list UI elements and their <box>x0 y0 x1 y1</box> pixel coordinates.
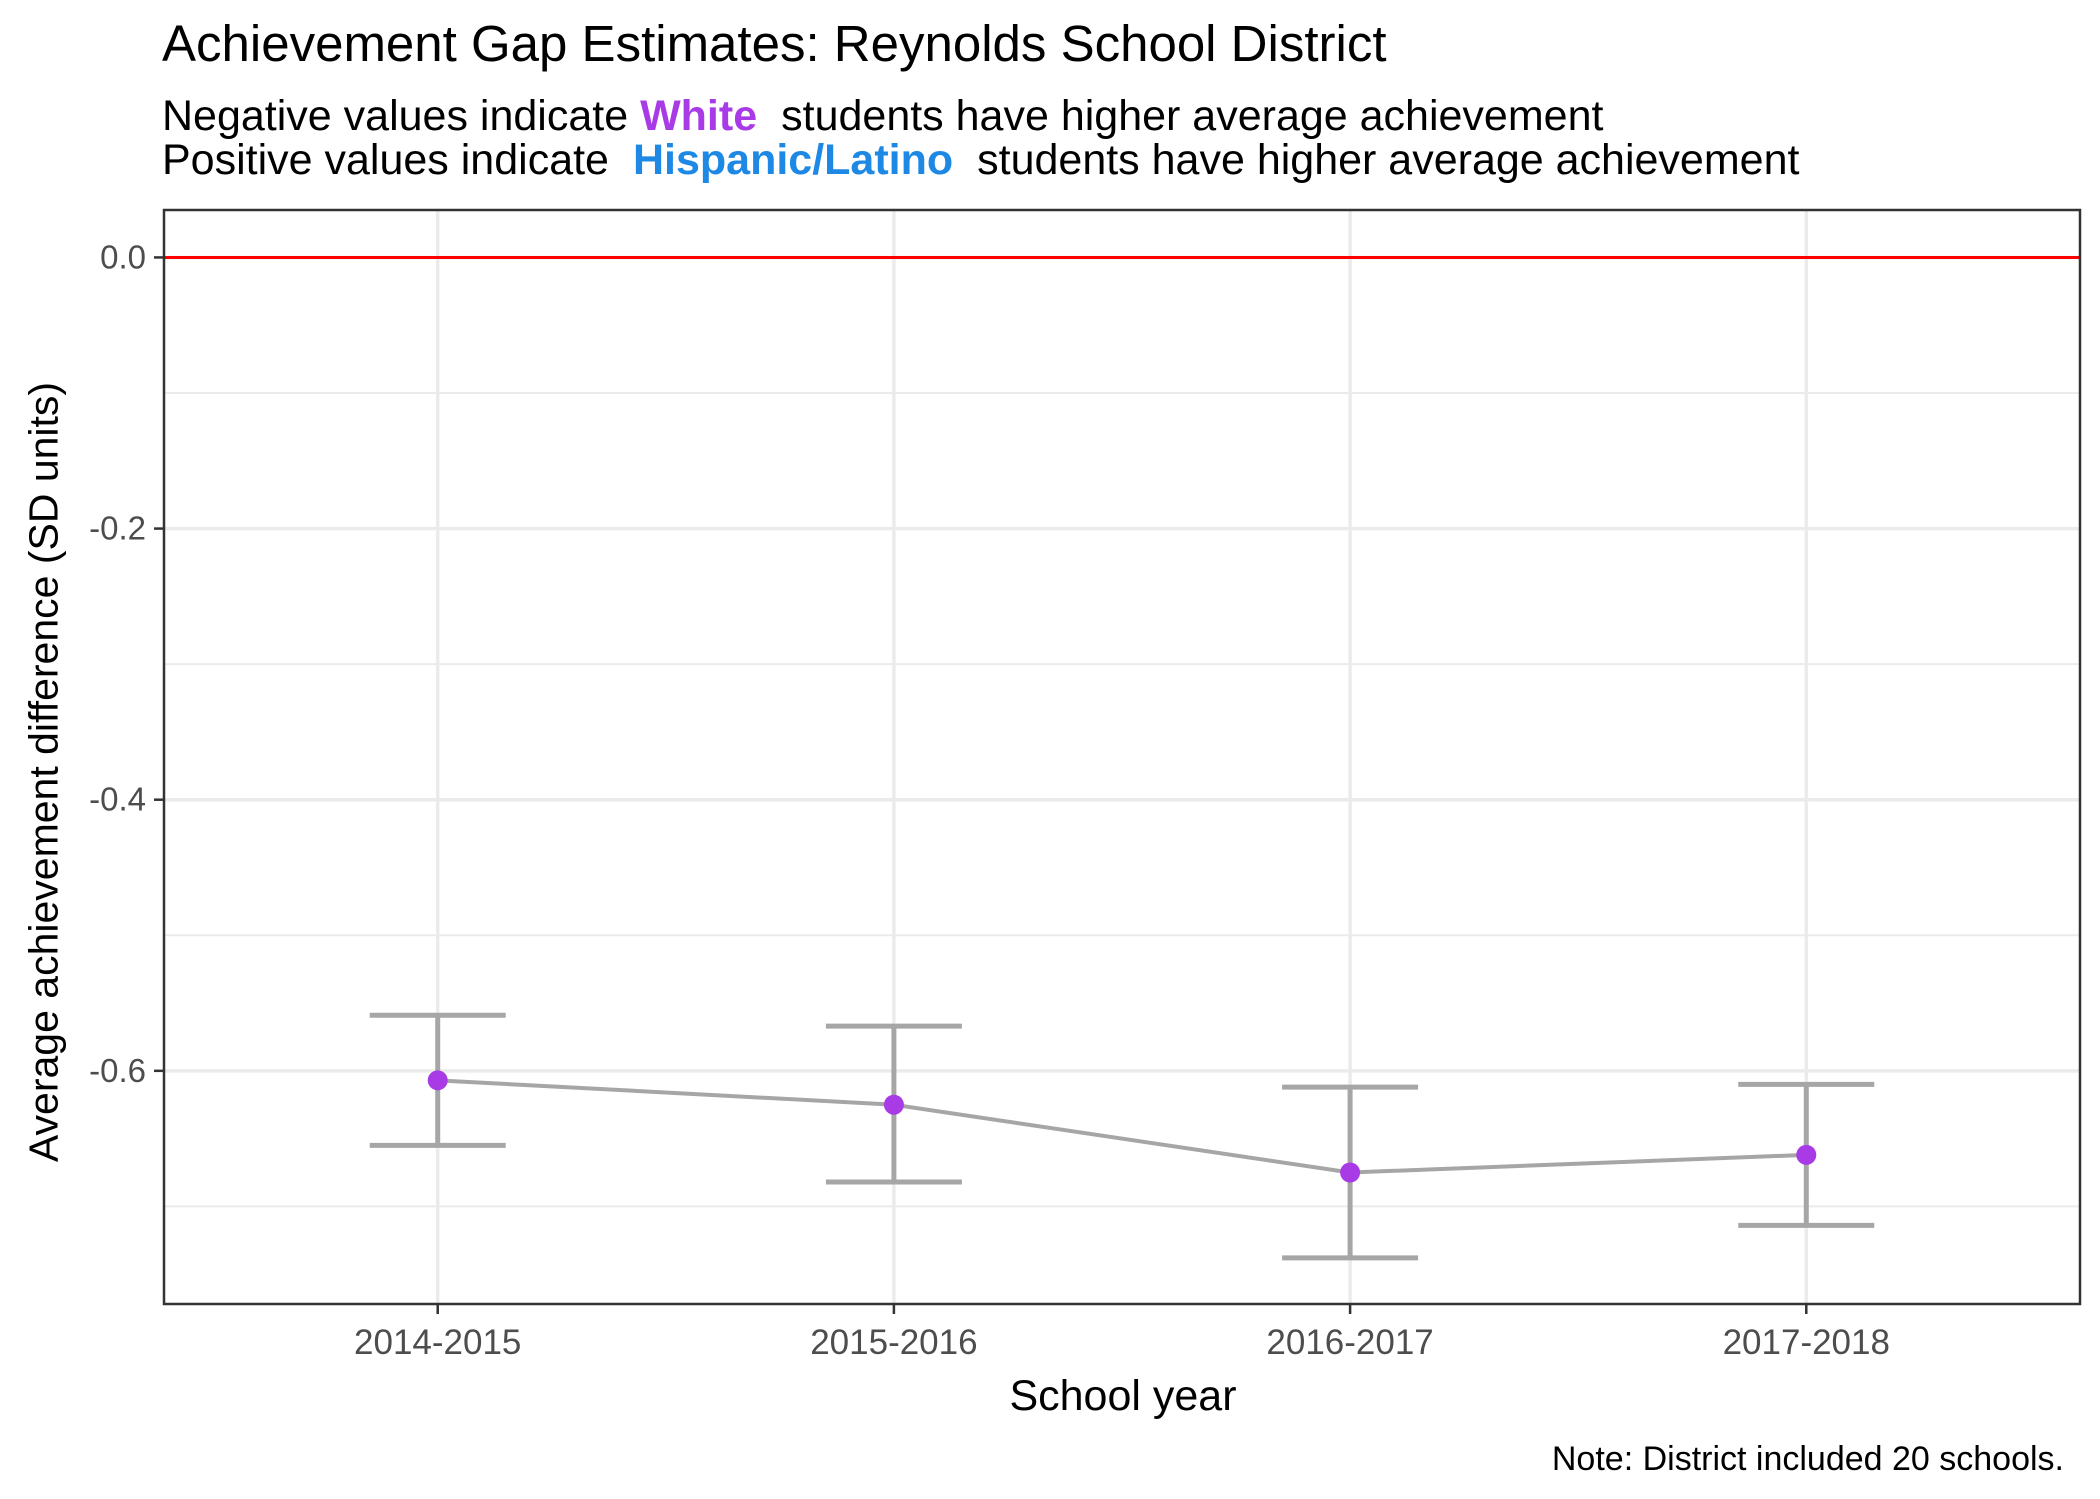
y-axis-label: Average achievement difference (SD units… <box>20 381 67 1163</box>
subtitle-1-white-label: White <box>640 92 758 140</box>
panel-border <box>162 208 2082 1306</box>
x-tick-label-3: 2017-2018 <box>1723 1323 1890 1362</box>
subtitle-line-1: Negative values indicate White students h… <box>162 92 1603 141</box>
subtitle-2-before: Positive values indicate <box>162 136 609 184</box>
subtitle-line-2: Positive values indicate Hispanic/Latino s… <box>162 136 1799 185</box>
y-tick-label-3: -0.6 <box>89 1052 146 1089</box>
x-tick-label-1: 2015-2016 <box>810 1323 977 1362</box>
subtitle-2-after: students have higher average achievement <box>977 136 1800 184</box>
x-axis-label: School year <box>1009 1372 1237 1420</box>
y-tick-label-0: 0.0 <box>100 238 146 275</box>
chart-title: Achievement Gap Estimates: Reynolds Scho… <box>162 15 1387 72</box>
data-point-0 <box>427 1070 448 1091</box>
subtitle-1-after: students have higher average achievement <box>781 92 1604 140</box>
data-point-3 <box>1796 1144 1817 1165</box>
x-tick-label-0: 2014-2015 <box>354 1323 521 1362</box>
data-point-1 <box>883 1094 904 1115</box>
subtitle-2-hispanic-label: Hispanic/Latino <box>632 136 954 184</box>
y-tick-label-1: -0.2 <box>89 510 146 547</box>
subtitle-1-before: Negative values indicate <box>162 92 629 140</box>
y-tick-label-2: -0.4 <box>89 781 146 818</box>
caption-note: Note: District included 20 schools. <box>1551 1440 2064 1478</box>
data-point-2 <box>1340 1162 1361 1183</box>
x-tick-label-2: 2016-2017 <box>1266 1323 1433 1362</box>
series-line <box>437 1078 1807 1175</box>
